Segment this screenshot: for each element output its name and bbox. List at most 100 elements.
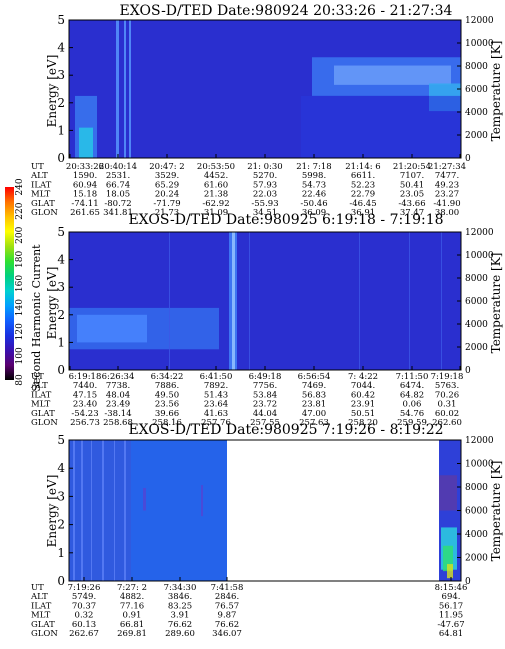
ephemeris-value: 7107. — [400, 171, 424, 181]
ephemeris-value: -55.93 — [251, 199, 278, 209]
colorbar: 80 100 120 140 160 180 200 220 240 Second Harmon… — [5, 178, 43, 392]
colorbar-tick-label: 180 — [15, 251, 25, 268]
y2-tick-label: 4000 — [465, 320, 488, 330]
y-axis-label: Energy [eV] — [45, 55, 59, 128]
ephemeris-row-label: MLT — [31, 400, 51, 410]
ephemeris-value: 66.81 — [120, 620, 144, 630]
y-tick-label: 3 — [57, 280, 65, 294]
ephemeris-value: 36.09 — [302, 208, 326, 218]
ephemeris-value: 7: 4:22 — [348, 372, 378, 382]
spectrogram-image — [69, 440, 461, 581]
ephemeris-value: 7:19:18 — [431, 372, 464, 382]
ephemeris-value: 6:19:18 — [69, 372, 102, 382]
colorbar-strip — [5, 187, 14, 380]
ephemeris-value: 256.73 — [70, 418, 100, 428]
ephemeris-value: 20.24 — [155, 190, 179, 200]
ephemeris-row-label: UT — [31, 372, 44, 382]
y2-tick-label: 8000 — [465, 483, 488, 493]
panel-1: EXOS-D/TED Date:980924 20:33:26 - 21:27:… — [30, 3, 503, 218]
panel-title: EXOS-D/TED Date:980924 20:33:26 - 21:27:… — [120, 3, 453, 19]
ephemeris-row-label: ALT — [30, 592, 48, 602]
y-tick-label: 4 — [57, 461, 65, 475]
y-tick-label: 4 — [57, 253, 65, 267]
ephemeris-value: 70.37 — [72, 601, 96, 611]
ephemeris-value: 60.13 — [72, 620, 96, 630]
ephemeris-value: 47.00 — [302, 409, 326, 419]
ephemeris-value: 34.51 — [253, 208, 277, 218]
panel-2: EXOS-D/TED Date:980925 6:19:18 - 7:19:18… — [30, 212, 503, 428]
y2-tick-label: 4000 — [465, 530, 488, 540]
ephemeris-value: 7469. — [302, 381, 326, 391]
ephemeris-value: -50.46 — [300, 199, 327, 209]
ephemeris-value: 257.55 — [250, 418, 280, 428]
ephemeris-value: 5763. — [435, 381, 459, 391]
ephemeris-value: -38.14 — [104, 409, 131, 419]
ephemeris-row-label: GLAT — [31, 199, 55, 209]
colorbar-tick-label: 140 — [15, 299, 25, 316]
y-tick-label: 3 — [57, 68, 65, 82]
y2-tick-label: 8000 — [465, 62, 488, 72]
ephemeris-value: 0.91 — [123, 611, 142, 621]
ephemeris-value: 76.62 — [168, 620, 192, 630]
ephemeris-value: -43.66 — [398, 199, 425, 209]
colorbar-tick-label: 100 — [15, 347, 25, 364]
y-axis-label: Energy [eV] — [45, 267, 59, 340]
ephemeris-row-label: MLT — [31, 611, 51, 621]
ephemeris-value: -74.11 — [71, 199, 98, 209]
ephemeris-value: 23.72 — [253, 400, 277, 410]
ephemeris-value: 2846. — [215, 592, 239, 602]
ephemeris-value: 6611. — [351, 171, 375, 181]
ephemeris-value: -41.90 — [433, 199, 460, 209]
ephemeris-value: -62.92 — [202, 199, 229, 209]
ephemeris-value: 23.91 — [351, 400, 375, 410]
ephemeris-value: 50.51 — [351, 409, 375, 419]
y-axis-label: Energy [eV] — [45, 475, 59, 548]
y2-tick-label: 6000 — [465, 507, 488, 517]
ephemeris-value: 23.27 — [435, 190, 459, 200]
ephemeris-value: 21:20:54 — [393, 162, 431, 172]
ephemeris-value: 3529. — [155, 171, 179, 181]
ephemeris-value: 7440. — [73, 381, 97, 391]
y-tick-label: 0 — [57, 363, 65, 377]
ephemeris-value: 65.29 — [155, 180, 179, 190]
ephemeris-value: 49.23 — [435, 180, 459, 190]
ephemeris-value: 23.40 — [73, 400, 97, 410]
ephemeris-value: 48.04 — [106, 390, 130, 400]
ephemeris-value: 60.42 — [351, 390, 375, 400]
ephemeris-value: 20:33:26 — [66, 162, 104, 172]
ephemeris-value: 31.09 — [204, 208, 228, 218]
ephemeris-value: 44.04 — [253, 409, 277, 419]
y-tick-label: 2 — [57, 308, 65, 322]
ephemeris-value: 53.84 — [253, 390, 277, 400]
ephemeris-row-label: ALT — [30, 171, 48, 181]
ephemeris-value: 76.62 — [215, 620, 239, 630]
ephemeris-value: 23.05 — [400, 190, 424, 200]
ephemeris-value: 21: 0:30 — [247, 162, 282, 172]
ephemeris-value: 289.60 — [165, 629, 195, 639]
ephemeris-value: 269.81 — [117, 629, 147, 639]
ephemeris-value: 9.87 — [218, 611, 237, 621]
ephemeris-row-label: GLON — [31, 418, 58, 428]
ephemeris-row-label: ILAT — [31, 180, 52, 190]
ephemeris-row-label: ALT — [30, 381, 48, 391]
y2-tick-label: 2000 — [465, 554, 488, 564]
y2-tick-label: 12000 — [465, 16, 494, 26]
ephemeris-value: 0.31 — [438, 400, 457, 410]
ephemeris-value: 3846. — [168, 592, 192, 602]
ephemeris-value: 22.03 — [253, 190, 277, 200]
ephemeris-value: 259.59 — [397, 418, 427, 428]
y2-tick-label: 8000 — [465, 274, 488, 284]
y2-tick-label: 12000 — [465, 228, 494, 238]
panel-title: EXOS-D/TED Date:980925 7:19:26 - 8:19:22 — [128, 422, 443, 438]
y-tick-label: 3 — [57, 489, 65, 503]
panel-3: EXOS-D/TED Date:980925 7:19:26 - 8:19:22… — [30, 422, 503, 639]
ephemeris-value: 21.73 — [155, 208, 179, 218]
ephemeris-row-label: UT — [31, 583, 44, 593]
ephemeris-value: 262.67 — [69, 629, 99, 639]
ephemeris-value: 70.26 — [435, 390, 459, 400]
ephemeris-value: 261.65 — [70, 208, 100, 218]
ephemeris-value: 22.79 — [351, 190, 375, 200]
colorbar-tick-label: 220 — [15, 202, 25, 219]
ephemeris-value: 60.02 — [435, 409, 459, 419]
